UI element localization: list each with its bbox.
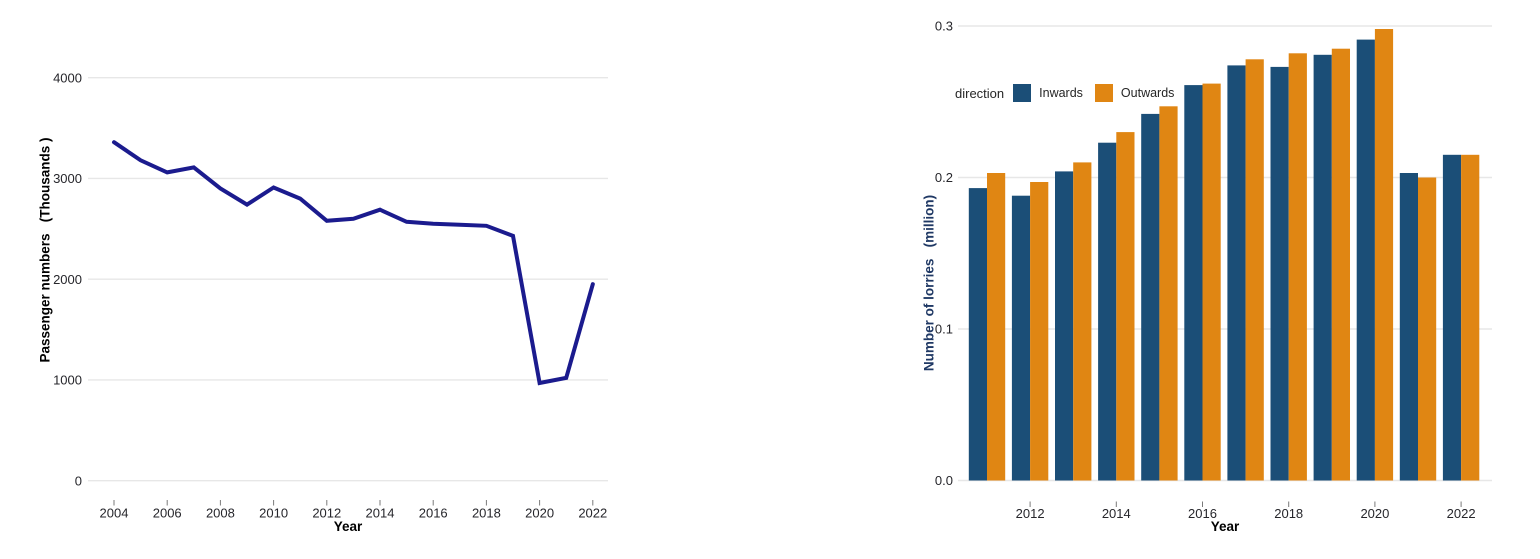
bar-outwards-2016 — [1202, 83, 1221, 481]
x-tick-label: 2004 — [100, 506, 129, 521]
bar-outwards-2014 — [1116, 132, 1135, 481]
bar-chart-y-axis-title: Number of lorries (million) — [921, 194, 937, 372]
y-tick-label: 0.0 — [935, 473, 953, 488]
passenger-numbers-series — [112, 140, 595, 386]
bar-chart-x-axis-title: Year — [1210, 519, 1240, 534]
bar-outwards-2022 — [1461, 154, 1480, 481]
y-tick-label: 0 — [75, 473, 82, 488]
x-tick-label: 2006 — [153, 506, 182, 521]
passenger-line-chart: 0 1000 2000 3000 4000 2004 2006 2008 2010 2012 201… — [0, 0, 680, 559]
bar-outwards-2013 — [1073, 162, 1092, 481]
y-tick-label: 4000 — [53, 70, 82, 85]
lorries-bar-chart: 0.0 0.1 0.2 0.3 2012 2014 2016 2018 2020 2022 Num… — [920, 0, 1540, 559]
x-tick-label: 2016 — [1188, 506, 1217, 521]
legend-swatch-outwards — [1094, 84, 1113, 102]
bar-inwards-2016 — [1184, 85, 1203, 481]
legend-swatch-inwards — [1013, 84, 1032, 102]
bar-inwards-2012 — [1011, 195, 1031, 481]
x-tick-label: 2018 — [472, 506, 501, 521]
y-tick-label: 1000 — [53, 373, 82, 388]
bar-inwards-2019 — [1313, 54, 1332, 481]
bar-outwards-2018 — [1288, 53, 1307, 481]
bar-outwards-2012 — [1030, 182, 1049, 481]
x-tick-label: 2022 — [1447, 506, 1476, 521]
x-tick-label: 2020 — [525, 506, 554, 521]
bar-inwards-2021 — [1399, 173, 1418, 481]
bar-outwards-2017 — [1245, 59, 1264, 481]
bar-outwards-2015 — [1159, 106, 1178, 481]
bar-inwards-2011 — [968, 188, 987, 481]
bar-inwards-2013 — [1055, 171, 1074, 481]
x-tick-label: 2014 — [366, 506, 395, 521]
bar-inwards-2018 — [1270, 66, 1289, 481]
legend: direction Inwards Outwards — [955, 84, 1186, 102]
x-tick-label: 2008 — [206, 506, 235, 521]
x-tick-label: 2012 — [312, 506, 341, 521]
y-tick-label: 0.2 — [935, 170, 953, 185]
x-tick-label: 2014 — [1102, 506, 1131, 521]
line-chart-x-axis-title: Year — [333, 519, 363, 534]
x-tick-label: 2016 — [419, 506, 448, 521]
y-tick-label: 2000 — [53, 272, 82, 287]
legend-title: direction — [955, 85, 1005, 101]
x-tick-label: 2012 — [1016, 506, 1045, 521]
y-tick-label: 0.1 — [935, 322, 953, 337]
bar-inwards-2017 — [1227, 65, 1246, 481]
legend-label-inwards: Inwards — [1039, 86, 1083, 100]
y-tick-label: 0.3 — [935, 19, 953, 34]
bar-outwards-2011 — [987, 173, 1006, 481]
bar-inwards-2015 — [1141, 113, 1160, 481]
bar-outwards-2019 — [1331, 48, 1350, 481]
bar-outwards-2021 — [1418, 177, 1437, 481]
bar-inwards-2022 — [1442, 154, 1462, 481]
bar-inwards-2020 — [1356, 39, 1375, 481]
y-tick-label: 3000 — [53, 171, 82, 186]
x-tick-label: 2020 — [1360, 506, 1389, 521]
bar-outwards-2020 — [1374, 29, 1394, 481]
x-tick-label: 2010 — [259, 506, 288, 521]
legend-label-outwards: Outwards — [1120, 86, 1175, 100]
line-chart-plot-area: 0 1000 2000 3000 4000 2004 2006 2008 2010 2012 201… — [53, 70, 608, 521]
line-chart-y-axis-title: Passenger numbers (Thousands ) — [37, 137, 53, 363]
bar-chart-plot-area: 0.0 0.1 0.2 0.3 2012 2014 2016 2018 2020 2022 — [935, 19, 1492, 521]
x-tick-label: 2018 — [1274, 506, 1303, 521]
bar-inwards-2014 — [1098, 142, 1117, 481]
x-tick-label: 2022 — [578, 506, 607, 521]
